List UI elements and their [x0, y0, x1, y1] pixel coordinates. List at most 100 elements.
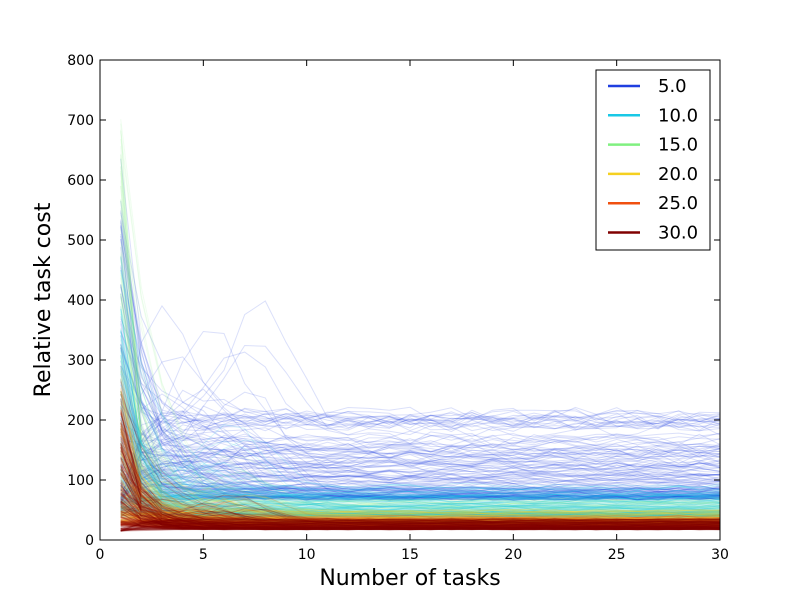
series-line — [120, 360, 720, 507]
series-line — [120, 378, 720, 522]
series-line — [120, 349, 720, 498]
series-line — [120, 440, 720, 515]
series-line — [120, 525, 720, 530]
series-line — [120, 503, 720, 524]
series-line — [120, 504, 720, 518]
series-line — [120, 210, 720, 429]
series-line — [120, 511, 720, 516]
series-line — [120, 527, 720, 532]
series-line — [120, 498, 720, 520]
legend-label: 30.0 — [658, 223, 698, 244]
series-line — [120, 508, 720, 528]
series-line — [120, 527, 720, 531]
series-line — [120, 427, 720, 530]
series-line — [120, 520, 720, 524]
series-line — [120, 516, 720, 531]
series-line — [120, 284, 720, 501]
series-line — [120, 501, 720, 527]
series-line — [120, 516, 720, 525]
series-line — [120, 247, 720, 501]
series-line — [120, 433, 720, 521]
series-line — [120, 514, 720, 526]
series-line — [120, 398, 720, 495]
series-line — [120, 500, 720, 521]
series-line — [120, 463, 720, 501]
series-line — [120, 470, 720, 510]
series-line — [120, 494, 720, 504]
series-line — [120, 526, 720, 532]
series-line — [120, 323, 720, 496]
series-line — [120, 510, 720, 516]
series-line — [120, 506, 720, 531]
series-line — [120, 443, 720, 495]
series-line — [120, 494, 720, 510]
series-line — [120, 461, 720, 530]
series-line — [120, 410, 720, 527]
series-group — [120, 256, 720, 518]
series-line — [120, 344, 720, 503]
series-line — [120, 480, 720, 530]
series-line — [120, 469, 720, 516]
series-line — [120, 347, 720, 524]
series-line — [120, 123, 720, 519]
series-line — [120, 499, 720, 521]
series-line — [120, 338, 720, 520]
series-line — [120, 481, 720, 516]
series-line — [120, 429, 720, 529]
series-line — [120, 473, 720, 521]
series-line — [120, 461, 720, 498]
series-line — [120, 467, 720, 503]
series-line — [120, 519, 720, 529]
series-line — [120, 523, 720, 529]
series-line — [120, 273, 720, 524]
series-line — [120, 129, 720, 521]
series-line — [120, 481, 720, 521]
series-line — [120, 481, 720, 516]
series-line — [120, 469, 720, 527]
series-line — [120, 524, 720, 528]
y-tick-label: 200 — [67, 413, 94, 429]
series-line — [120, 348, 720, 483]
series-line — [120, 520, 720, 526]
series-line — [120, 398, 720, 518]
series-line — [120, 351, 720, 522]
series-line — [120, 509, 720, 524]
series-line — [120, 479, 720, 508]
series-line — [120, 509, 720, 528]
series-line — [120, 516, 720, 524]
series-line — [120, 421, 720, 530]
series-line — [120, 488, 720, 521]
series-line — [120, 501, 720, 516]
series-line — [120, 516, 720, 522]
series-line — [120, 185, 720, 515]
series-line — [120, 497, 720, 512]
series-line — [120, 493, 720, 507]
series-line — [120, 453, 720, 518]
series-line — [120, 428, 720, 524]
series-line — [120, 484, 720, 510]
series-line — [120, 389, 720, 490]
series-line — [120, 503, 720, 521]
series-line — [120, 489, 720, 518]
series-line — [120, 265, 720, 498]
series-line — [120, 241, 720, 524]
series-line — [120, 521, 720, 531]
series-line — [120, 403, 720, 527]
series-line — [120, 512, 720, 530]
series-line — [120, 378, 720, 480]
series-line — [120, 384, 720, 503]
series-line — [120, 506, 720, 518]
x-tick-label: 30 — [711, 547, 729, 563]
series-line — [120, 520, 720, 527]
series-line — [120, 510, 720, 518]
series-line — [120, 507, 720, 528]
series-line — [120, 484, 720, 531]
series-line — [120, 405, 720, 504]
series-line — [120, 522, 720, 530]
series-line — [120, 482, 720, 530]
series-line — [120, 491, 720, 524]
series-group — [120, 380, 720, 530]
series-line — [120, 450, 720, 530]
series-line — [120, 489, 720, 527]
